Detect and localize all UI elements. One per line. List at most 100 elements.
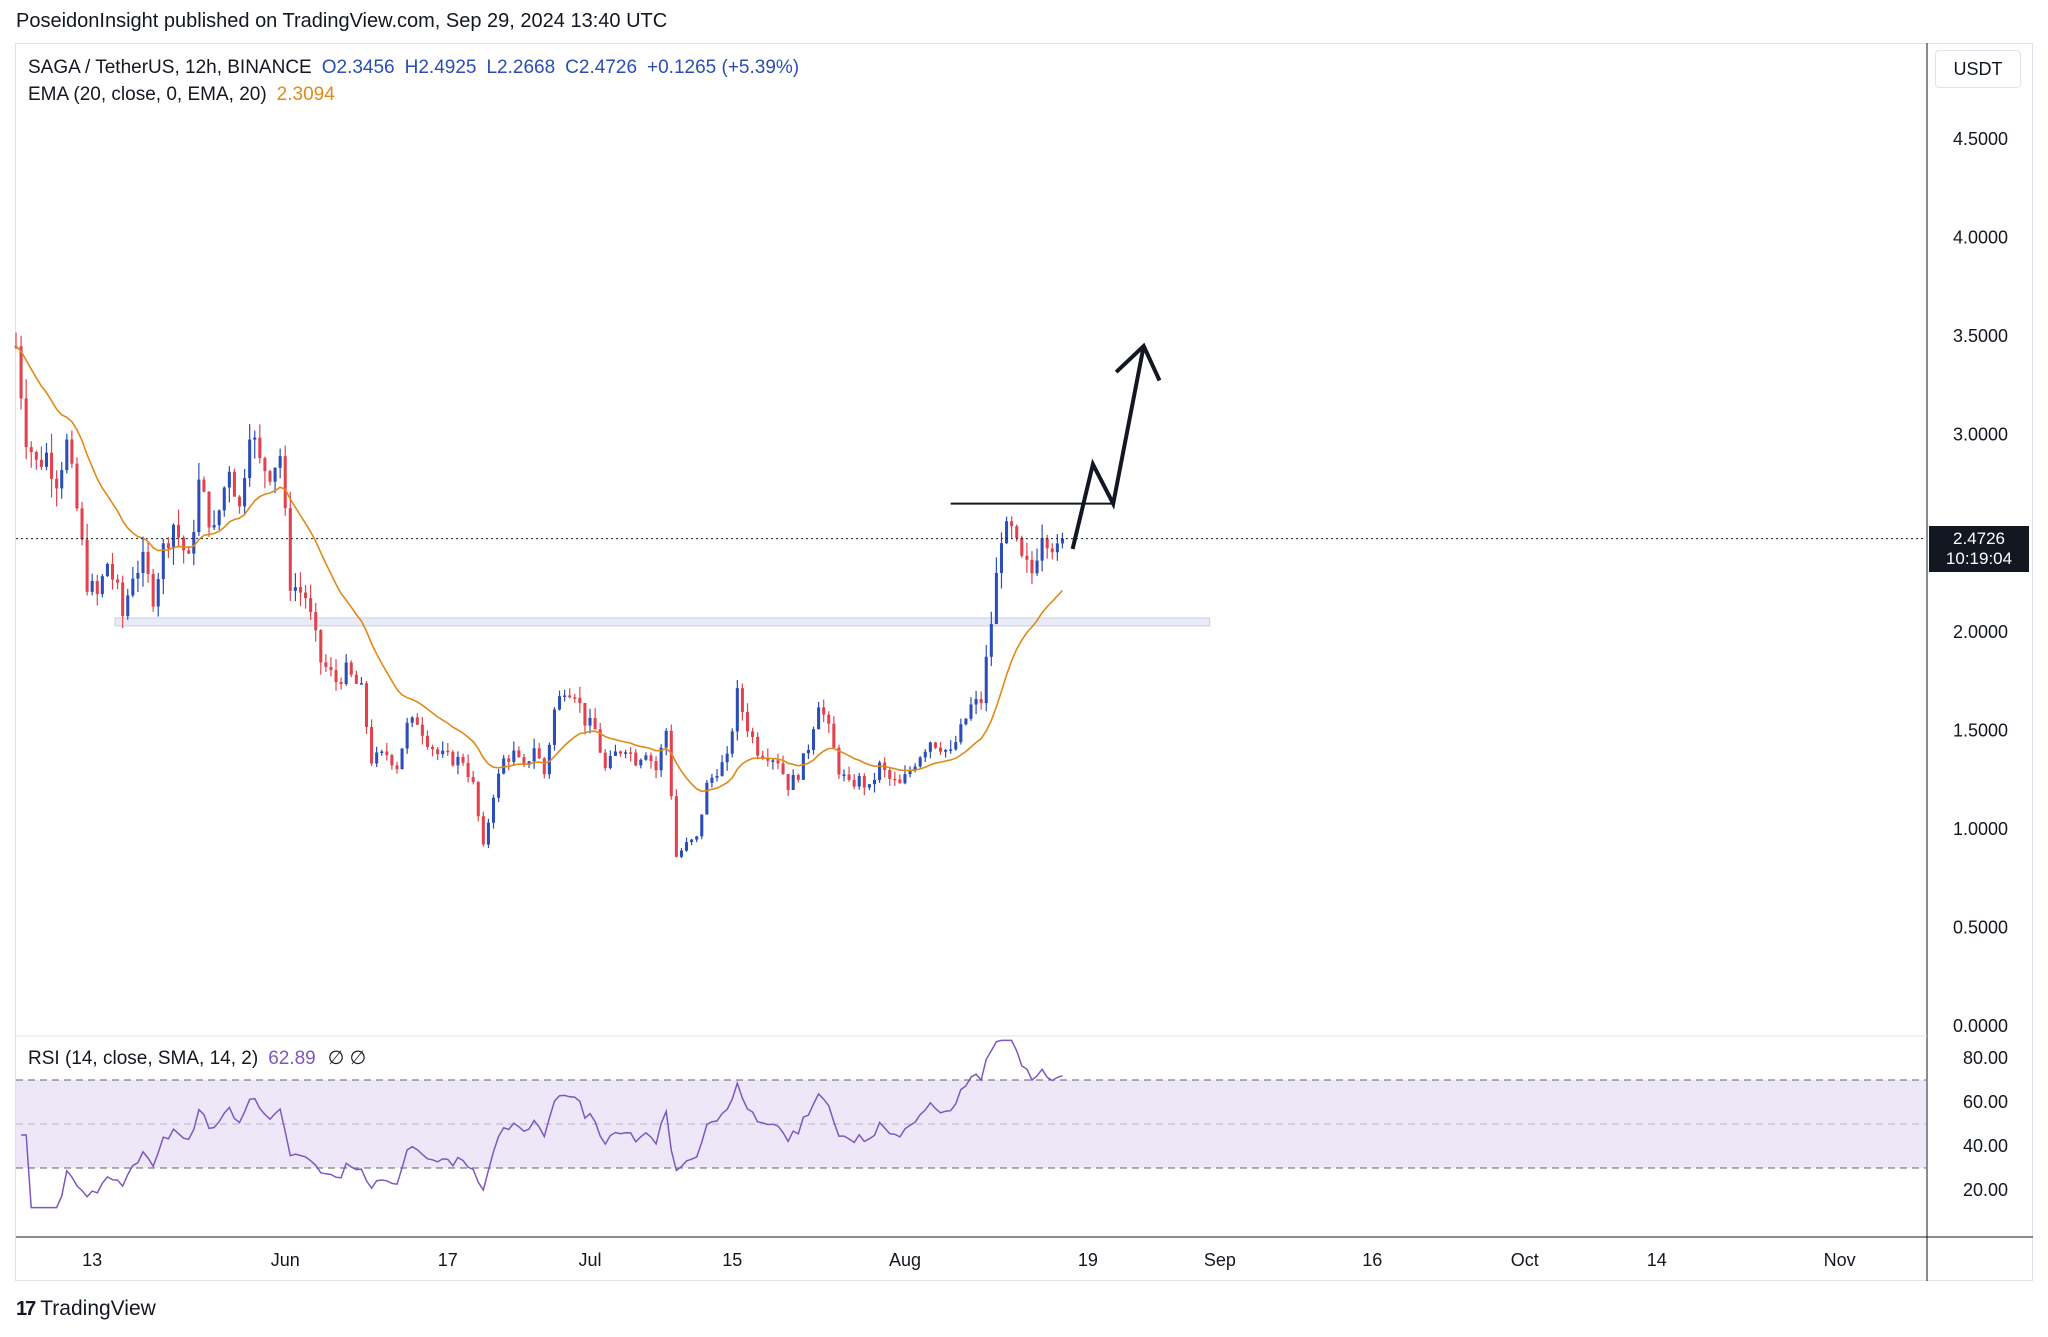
time-tick-label: 15 bbox=[722, 1250, 742, 1270]
candle-body bbox=[740, 688, 744, 712]
candle-body bbox=[806, 749, 810, 754]
ema-label[interactable]: EMA (20, close, 0, EMA, 20) bbox=[28, 84, 267, 105]
candle-body bbox=[80, 508, 84, 540]
candle-body bbox=[293, 587, 297, 591]
candle-body bbox=[309, 598, 313, 613]
candle-body bbox=[212, 525, 216, 528]
rsi-label[interactable]: RSI (14, close, SMA, 14, 2) bbox=[28, 1048, 259, 1069]
candle-body bbox=[304, 592, 308, 599]
candle-body bbox=[364, 683, 369, 728]
candle-body bbox=[994, 572, 998, 625]
rsi-legend: RSI (14, close, SMA, 14, 2) 62.89 ∅ ∅ bbox=[28, 1047, 366, 1070]
candle-body bbox=[796, 775, 800, 780]
candle-body bbox=[745, 711, 750, 732]
candle-body bbox=[390, 755, 394, 766]
candle-body bbox=[324, 662, 328, 667]
rsi-tick-label: 40.00 bbox=[1963, 1136, 2008, 1156]
candle-body bbox=[95, 581, 99, 595]
candle-body bbox=[227, 471, 231, 488]
candle-body bbox=[685, 842, 689, 851]
candle-body bbox=[1030, 559, 1034, 574]
candle-body bbox=[197, 479, 201, 533]
candle-body bbox=[288, 508, 292, 591]
candle-body bbox=[217, 510, 221, 526]
rsi-tick-label: 60.00 bbox=[1963, 1092, 2008, 1112]
candle-body bbox=[837, 747, 841, 775]
candle-body bbox=[613, 751, 617, 756]
candle-body bbox=[537, 748, 541, 759]
currency-button[interactable]: USDT bbox=[1935, 50, 2021, 88]
projection-arrow-head bbox=[1114, 342, 1162, 382]
candle-body bbox=[60, 470, 64, 489]
candle-body bbox=[268, 471, 272, 482]
rsi-line bbox=[21, 1039, 1063, 1209]
ema-line bbox=[15, 345, 1063, 793]
candle-body bbox=[339, 682, 343, 684]
candle-body bbox=[908, 770, 912, 775]
candle-body bbox=[334, 670, 338, 683]
candle-body bbox=[237, 496, 242, 507]
candle-body bbox=[751, 731, 755, 737]
brand-footer[interactable]: 17 TradingView bbox=[16, 1297, 156, 1321]
candle-body bbox=[522, 757, 526, 765]
candle-body bbox=[75, 463, 79, 509]
candle-body bbox=[552, 709, 556, 745]
candle-body bbox=[359, 683, 363, 685]
time-tick-label: Nov bbox=[1824, 1250, 1856, 1270]
symbol-legend: SAGA / TetherUS, 12h, BINANCE O2.3456 H2.4… bbox=[28, 57, 799, 79]
time-tick-label: Jun bbox=[271, 1250, 300, 1270]
time-tick-label: Sep bbox=[1204, 1250, 1236, 1270]
candle-body bbox=[44, 452, 49, 467]
candle-body bbox=[903, 774, 907, 784]
candle-body bbox=[812, 729, 816, 750]
candle-body bbox=[928, 742, 932, 752]
candle-body bbox=[588, 717, 592, 726]
candle-body bbox=[207, 491, 211, 528]
candle-body bbox=[481, 816, 485, 845]
candle-body bbox=[1025, 555, 1029, 560]
candle-body bbox=[136, 572, 140, 579]
candle-body bbox=[121, 582, 125, 617]
publish-info: PoseidonInsight published on TradingView… bbox=[16, 10, 668, 32]
candle-body bbox=[319, 630, 323, 663]
candle-body bbox=[415, 717, 419, 725]
bar-countdown: 10:19:04 bbox=[1945, 549, 2013, 568]
candle-body bbox=[964, 718, 968, 725]
candle-body bbox=[644, 755, 648, 760]
candle-body bbox=[695, 836, 699, 840]
price-tick-label: 2.0000 bbox=[1953, 622, 2008, 642]
candle-body bbox=[527, 761, 531, 765]
projection-arrow[interactable] bbox=[1070, 345, 1146, 550]
time-tick-label: Jul bbox=[579, 1250, 602, 1270]
candle-body bbox=[766, 757, 770, 761]
candle-body bbox=[781, 763, 785, 775]
candle-body bbox=[278, 456, 282, 468]
price-tick-label: 0.0000 bbox=[1953, 1016, 2008, 1036]
symbol-name[interactable]: SAGA / TetherUS, 12h, BINANCE bbox=[28, 57, 312, 78]
candle-body bbox=[116, 579, 120, 583]
candle-body bbox=[573, 697, 577, 699]
price-tick-label: 4.5000 bbox=[1953, 129, 2008, 149]
candle-body bbox=[669, 730, 673, 797]
candle-body bbox=[674, 796, 678, 857]
legend-high: H2.4925 bbox=[404, 57, 477, 78]
last-price-value: 2.4726 bbox=[1953, 529, 2005, 548]
support-zone[interactable] bbox=[114, 617, 1211, 627]
candle-body bbox=[624, 752, 628, 754]
legend-close: C2.4726 bbox=[565, 57, 638, 78]
candle-body bbox=[65, 439, 69, 471]
price-tick-label: 4.0000 bbox=[1953, 228, 2008, 248]
rsi-value: 62.89 bbox=[268, 1048, 316, 1069]
chart-frame bbox=[15, 43, 2033, 1281]
candle-body bbox=[29, 447, 33, 453]
candle-body bbox=[786, 774, 790, 790]
rsi-tick-label: 20.00 bbox=[1963, 1180, 2008, 1200]
candle-body bbox=[502, 758, 506, 774]
candle-body bbox=[649, 755, 653, 762]
candle-body bbox=[177, 524, 181, 538]
candle-body bbox=[187, 550, 191, 554]
candle-body bbox=[105, 563, 109, 577]
rsi-tick-label: 80.00 bbox=[1963, 1048, 2008, 1068]
candle-body bbox=[1050, 548, 1054, 553]
